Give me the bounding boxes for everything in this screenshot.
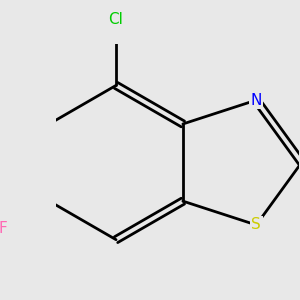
Text: F: F <box>0 220 7 236</box>
Text: N: N <box>250 93 262 108</box>
Text: S: S <box>251 218 261 232</box>
Text: Cl: Cl <box>109 12 124 27</box>
